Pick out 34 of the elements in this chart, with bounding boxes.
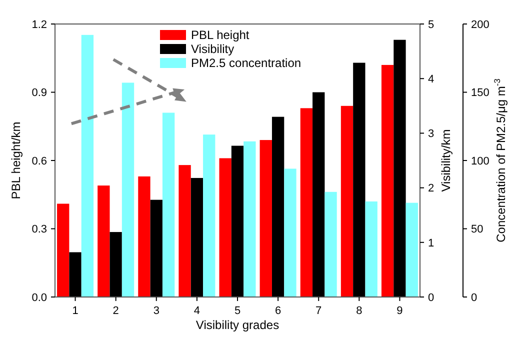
y2-tick-label: 4 bbox=[428, 73, 434, 86]
y2-tick-label: 2 bbox=[428, 182, 434, 195]
legend-label: Visibility bbox=[191, 42, 234, 56]
legend-label: PM2.5 concentration bbox=[191, 56, 302, 70]
y2-tick-label: 0 bbox=[428, 292, 434, 304]
x-tick-label: 5 bbox=[234, 305, 241, 317]
y2-tick-label: 5 bbox=[428, 18, 434, 31]
x-tick-label: 4 bbox=[194, 305, 200, 317]
y3-tick-label: 0 bbox=[471, 292, 478, 304]
x-tick-label: 7 bbox=[316, 305, 322, 317]
x-axis-title: Visibility grades bbox=[196, 318, 280, 332]
bar bbox=[81, 34, 94, 297]
x-tick-label: 9 bbox=[396, 305, 403, 317]
y-tick-label: 0.6 bbox=[32, 155, 47, 168]
y-tick-label: 0.9 bbox=[32, 87, 47, 100]
y3-tick-label: 150 bbox=[471, 87, 490, 100]
x-tick-label: 3 bbox=[153, 305, 160, 317]
x-tick-label: 6 bbox=[274, 305, 282, 317]
bar bbox=[122, 82, 134, 297]
y-tick-label: 0.0 bbox=[32, 292, 47, 304]
y-tick-label: 1.2 bbox=[32, 18, 47, 31]
y3-tick-label: 50 bbox=[471, 224, 484, 236]
y-axis-title: PBL height/km bbox=[9, 122, 23, 200]
x-tick-label: 8 bbox=[356, 305, 362, 317]
y2-tick-label: 1 bbox=[428, 237, 434, 250]
y2-axis-title: Visibility/km bbox=[439, 129, 453, 192]
y2-tick-label: 3 bbox=[428, 128, 434, 140]
bar bbox=[57, 204, 70, 297]
y3-tick-label: 100 bbox=[471, 155, 490, 168]
x-tick-label: 1 bbox=[72, 305, 78, 317]
x-tick-label: 2 bbox=[112, 305, 119, 317]
y3-tick-label: 200 bbox=[471, 18, 490, 31]
legend-label: PBL height bbox=[191, 28, 250, 42]
y-tick-label: 0.3 bbox=[32, 224, 47, 236]
